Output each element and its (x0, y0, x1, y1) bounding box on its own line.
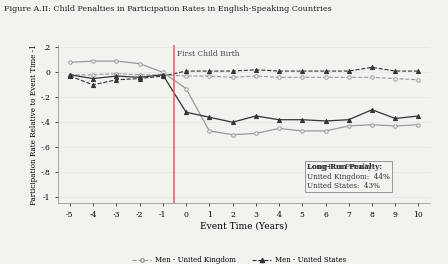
Text: Long-Run Penalty:: Long-Run Penalty: (307, 163, 382, 171)
Legend: Men - United Kingdom, Women - United Kingdom, Men - United States, Women - Unite: Men - United Kingdom, Women - United Kin… (130, 254, 358, 264)
X-axis label: Event Time (Years): Event Time (Years) (200, 222, 288, 231)
Y-axis label: Participation Rate Relative to Event Time -1: Participation Rate Relative to Event Tim… (30, 44, 38, 205)
Text: Long-Run Penalty:
United Kingdom:  44%
United States:  43%: Long-Run Penalty: United Kingdom: 44% Un… (307, 163, 390, 190)
Text: Figure A.II: Child Penalties in Participation Rates in English-Speaking Countrie: Figure A.II: Child Penalties in Particip… (4, 5, 332, 13)
Text: First Child Birth: First Child Birth (177, 50, 240, 58)
